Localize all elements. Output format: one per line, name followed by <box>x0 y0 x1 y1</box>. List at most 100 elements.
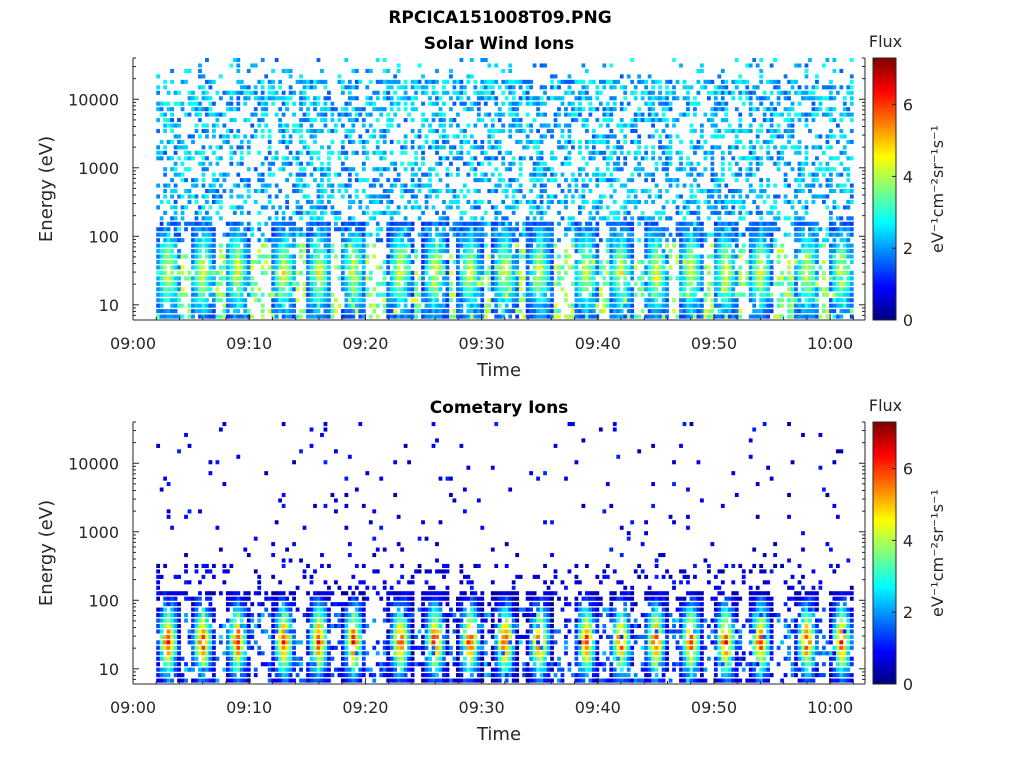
y-tick-label: 1000 <box>78 159 119 178</box>
colorbar-segment <box>873 515 896 519</box>
colorbar-segment <box>873 459 896 462</box>
x-tick-label: 09:50 <box>691 698 737 717</box>
colorbar-segment <box>873 300 896 303</box>
colorbar-segment <box>873 195 896 199</box>
x-tick-label: 09:30 <box>459 334 505 353</box>
x-tick-label: 09:20 <box>342 334 388 353</box>
colorbar-segment <box>873 609 896 613</box>
y-tick-label: 1000 <box>78 523 119 542</box>
y-tick-label: 10000 <box>68 90 119 109</box>
colorbar-segment <box>873 114 896 118</box>
y-axis-label: Energy (eV) <box>36 136 57 242</box>
colorbar-segment <box>873 254 896 258</box>
colorbar-tick-label: 4 <box>903 167 913 186</box>
colorbar-segment <box>873 511 896 515</box>
colorbar-segment <box>873 208 896 212</box>
colorbar-segment <box>873 311 896 314</box>
colorbar-segment <box>873 603 896 606</box>
colorbar-segment <box>873 313 896 317</box>
colorbar-segment <box>873 228 896 231</box>
colorbar-segment <box>873 638 896 641</box>
colorbar-segment <box>873 470 896 473</box>
colorbar-segment <box>873 533 896 536</box>
colorbar-segment <box>873 73 896 76</box>
colorbar-segment <box>873 467 896 471</box>
colorbar-segment <box>873 256 896 260</box>
colorbar-segment <box>873 88 896 92</box>
colorbar-segment <box>873 90 896 94</box>
colorbar-segment <box>873 635 896 639</box>
colorbar-segment <box>873 191 896 194</box>
colorbar-segment <box>873 592 896 595</box>
colorbar-segment <box>873 206 896 210</box>
y-tick-label: 10 <box>99 296 119 315</box>
colorbar-units: eV⁻¹cm⁻²sr⁻¹s⁻¹ <box>928 125 947 253</box>
colorbar-segment <box>873 485 896 488</box>
colorbar-segment <box>873 106 896 109</box>
colorbar-segment <box>873 644 896 648</box>
colorbar-segment <box>873 625 896 628</box>
colorbar-segment <box>873 193 896 196</box>
colorbar-segment <box>873 189 896 192</box>
colorbar-segment <box>873 450 896 453</box>
colorbar-segment <box>873 677 896 681</box>
colorbar-segment <box>873 542 896 545</box>
colorbar-segment <box>873 557 896 560</box>
colorbar-segment <box>873 145 896 148</box>
colorbar-title: Flux <box>869 396 902 415</box>
colorbar-segment <box>873 309 896 312</box>
colorbar-segment <box>873 302 896 306</box>
colorbar-segment <box>873 285 896 288</box>
colorbar-segment <box>873 528 896 532</box>
colorbar-segment <box>873 598 896 602</box>
colorbar-segment <box>873 258 896 262</box>
colorbar-segment <box>873 95 896 98</box>
colorbar-segment <box>873 679 896 683</box>
panel-cometary-ions: 09:00 09:10 09:20 09:30 09:40 09:50 10:00 10 100… <box>36 396 947 745</box>
colorbar-segment <box>873 596 896 600</box>
colorbar-segment <box>873 250 896 253</box>
colorbar-segment <box>873 480 896 484</box>
colorbar-units: eV⁻¹cm⁻²sr⁻¹s⁻¹ <box>928 489 947 617</box>
colorbar-segment <box>873 489 896 493</box>
colorbar-segment <box>873 649 896 652</box>
colorbar-segment <box>873 633 896 637</box>
colorbar-segment <box>873 276 896 279</box>
colorbar-segment <box>873 590 896 593</box>
colorbar-segment <box>873 483 896 486</box>
colorbar-segment <box>873 611 896 615</box>
colorbar-tick-label: 0 <box>903 675 913 694</box>
colorbar-segment <box>873 175 896 179</box>
colorbar-segment <box>873 143 896 146</box>
colorbar-segment <box>873 563 896 567</box>
x-tick-label: 10:00 <box>807 698 853 717</box>
colorbar-segment <box>873 221 896 225</box>
colorbar-segment <box>873 607 896 611</box>
colorbar-segment <box>873 158 896 162</box>
y-tick-label: 100 <box>88 227 119 246</box>
colorbar-segment <box>873 616 896 619</box>
spectrogram-cells <box>156 422 854 683</box>
colorbar-segment <box>873 496 896 499</box>
colorbar-segment <box>873 280 896 284</box>
colorbar-segment <box>873 566 896 569</box>
x-tick-label: 09:30 <box>459 698 505 717</box>
colorbar-segment <box>873 112 896 116</box>
colorbar-segment <box>873 132 896 135</box>
colorbar-segment <box>873 219 896 223</box>
colorbar-segment <box>873 587 896 591</box>
colorbar-segment <box>873 156 896 159</box>
colorbar-frame <box>872 57 897 321</box>
colorbar-segment <box>873 151 896 155</box>
colorbar-segment <box>873 147 896 151</box>
colorbar-segment <box>873 79 896 83</box>
colorbar-segment <box>873 666 896 670</box>
colorbar-segment <box>873 265 896 268</box>
colorbar-segment <box>873 513 896 517</box>
colorbar-segment <box>873 605 896 608</box>
colorbar-segment <box>873 437 896 440</box>
colorbar-segment <box>873 518 896 521</box>
colorbar-segment <box>873 119 896 122</box>
colorbar-segment <box>873 58 896 61</box>
